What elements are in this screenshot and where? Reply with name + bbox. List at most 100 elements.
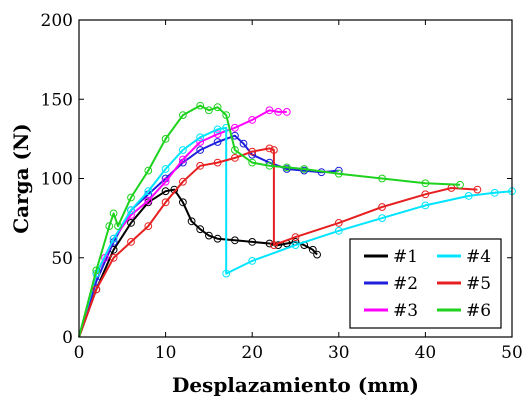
data-point [109,234,118,243]
data-point [109,253,118,262]
data-point [196,138,205,146]
series-line [78,147,478,338]
data-point [334,226,343,235]
data-point [161,187,170,196]
data-point [213,138,222,146]
y-tick-label: 100 [41,170,73,190]
data-point [127,219,135,227]
data-point [196,161,205,170]
data-point [213,234,222,243]
data-point [421,190,430,199]
data-point [196,146,205,154]
data-point [196,101,205,110]
x-axis-label: Desplazamiento (mm) [172,373,419,397]
legend-label: #2 [393,274,418,294]
data-point [196,133,205,142]
data-point [92,266,101,275]
x-tick-label: 40 [415,343,437,363]
data-point [196,225,205,234]
data-point [464,192,473,200]
data-point [161,135,170,143]
legend-label: #1 [393,247,418,267]
data-point [282,108,291,116]
data-point [270,241,278,250]
data-point [161,177,170,186]
data-point [161,198,170,207]
data-point [270,146,278,154]
data-point [179,111,187,119]
series-line [78,104,461,338]
data-point [109,209,118,218]
y-tick-label: 0 [62,328,73,348]
data-point [231,146,239,154]
data-point [300,165,309,173]
data-point [308,245,317,254]
y-tick-label: 200 [41,11,73,31]
data-point [291,233,300,242]
data-point [231,236,239,245]
data-point [490,188,499,197]
series-1 [78,185,322,338]
series-4 [78,123,516,338]
data-point [421,179,430,188]
data-point [127,206,135,215]
x-tick-label: 10 [155,343,177,363]
data-point [144,166,153,175]
x-tick-label: 20 [241,343,263,363]
data-point [144,222,153,231]
data-point [248,238,257,246]
x-tick-label: 50 [501,343,523,363]
data-point [161,165,170,173]
data-point [265,106,274,115]
data-point [179,146,187,154]
x-tick-label: 0 [74,343,85,363]
data-point [231,154,239,162]
data-point [378,203,387,211]
data-point [187,217,196,226]
y-tick-label: 150 [41,90,73,110]
data-point [248,116,257,124]
data-point [248,147,257,156]
data-point [334,169,343,178]
data-point [313,250,322,259]
data-point [213,125,222,134]
data-point [421,201,430,210]
data-point [291,241,300,250]
legend-label: #5 [466,274,491,294]
legend-label: #6 [466,301,491,321]
x-tick-label: 30 [328,343,350,363]
y-axis-label: Carga (N) [9,123,33,234]
data-point [378,174,387,183]
y-tick-label: 50 [51,249,73,269]
data-point [205,106,213,115]
data-point [213,158,222,167]
data-point [456,180,464,189]
data-point [248,158,257,167]
data-point [179,155,187,164]
data-point [105,222,114,231]
data-point [378,214,387,223]
data-point [222,269,231,278]
data-point [114,222,122,231]
data-point [179,198,187,207]
legend: #1 #4 #2 #5 #3 #6 [349,238,502,329]
data-point [473,185,482,194]
data-point [222,111,231,119]
data-point [127,238,135,246]
data-point [127,193,135,202]
data-point [144,187,153,196]
data-point [231,123,239,132]
data-point [179,177,187,186]
data-point [144,196,153,205]
ticks-layer: 0 10 20 30 40 50 0 50 100 150 200 [41,11,523,363]
data-point [92,285,101,294]
series-layer [78,101,516,338]
data-point [213,130,222,139]
legend-label: #4 [466,247,491,267]
data-point [265,144,274,153]
data-point [213,103,222,112]
data-point [282,163,291,172]
series-6 [78,101,464,338]
data-point [205,231,213,240]
